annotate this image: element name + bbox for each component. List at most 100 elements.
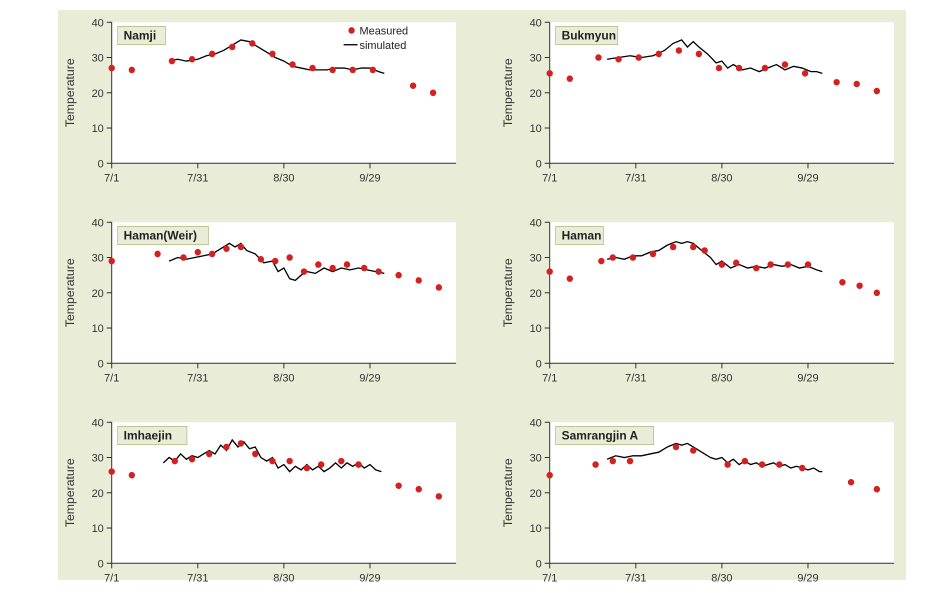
measured-marker <box>782 61 788 68</box>
x-tick-label: 9/29 <box>797 573 818 585</box>
measured-marker <box>249 40 255 47</box>
measured-marker <box>172 458 178 465</box>
figure-container: 0 10 20 30 40 7/1 7/31 8/30 9/29 Temperature Namji… <box>0 0 936 605</box>
chart-svg: 0102030407/17/318/309/29TemperatureNamji… <box>50 10 468 202</box>
measured-marker <box>848 479 854 486</box>
measured-marker <box>209 251 215 258</box>
measured-marker <box>129 67 135 74</box>
measured-marker <box>724 461 730 468</box>
x-tick-label: 9/29 <box>359 173 380 185</box>
y-tick-label: 40 <box>92 217 104 229</box>
measured-marker <box>301 268 307 275</box>
x-tick-label: 7/1 <box>542 173 557 185</box>
measured-marker <box>375 268 381 275</box>
chart-title: Haman <box>562 229 602 243</box>
measured-marker <box>252 451 258 458</box>
measured-marker <box>547 70 553 77</box>
measured-marker <box>701 247 707 254</box>
measured-marker <box>370 67 376 74</box>
y-tick-label: 0 <box>98 558 104 570</box>
measured-marker <box>329 265 335 272</box>
y-tick-label: 40 <box>530 217 542 229</box>
measured-marker <box>805 261 811 268</box>
measured-marker <box>753 265 759 272</box>
legend-simulated-label: simulated <box>360 40 407 52</box>
measured-marker <box>630 254 636 261</box>
measured-marker <box>109 258 115 265</box>
measured-marker <box>238 244 244 251</box>
y-tick-label: 0 <box>536 558 542 570</box>
x-tick-label: 8/30 <box>273 373 294 385</box>
y-tick-label: 20 <box>92 488 104 500</box>
measured-marker <box>627 458 633 465</box>
measured-marker <box>430 89 436 96</box>
y-tick-label: 10 <box>92 323 104 335</box>
measured-marker <box>395 483 401 490</box>
chart-title: Haman(Weir) <box>124 229 197 243</box>
chart-grid: 0 10 20 30 40 7/1 7/31 8/30 9/29 Temperature Namji… <box>50 10 906 595</box>
measured-marker <box>344 261 350 268</box>
measured-marker <box>309 65 315 72</box>
chart-title: Namji <box>124 28 157 42</box>
measured-marker <box>802 70 808 77</box>
x-tick-label: 7/1 <box>542 373 557 385</box>
y-axis-label: Temperature <box>63 258 77 327</box>
chart-cell: 0102030407/17/318/309/29TemperatureBukmy… <box>488 10 906 202</box>
measured-marker <box>874 486 880 493</box>
y-tick-label: 10 <box>530 323 542 335</box>
measured-marker <box>595 54 601 61</box>
measured-marker <box>650 251 656 258</box>
measured-marker <box>799 465 805 472</box>
x-tick-label: 7/1 <box>104 373 119 385</box>
measured-marker <box>395 272 401 279</box>
chart-title: Bukmyun <box>562 28 616 42</box>
measured-marker <box>598 258 604 265</box>
x-tick-label: 7/31 <box>625 173 646 185</box>
measured-marker <box>736 65 742 72</box>
measured-marker <box>785 261 791 268</box>
measured-marker <box>716 65 722 72</box>
y-tick-label: 20 <box>530 488 542 500</box>
legend-marker-icon <box>348 27 354 34</box>
measured-marker <box>286 254 292 261</box>
y-tick-label: 30 <box>530 52 542 64</box>
measured-marker <box>238 440 244 447</box>
measured-marker <box>286 458 292 465</box>
y-axis-label: Temperature <box>501 258 515 327</box>
measured-marker <box>547 268 553 275</box>
measured-marker <box>567 275 573 282</box>
y-tick-label: 40 <box>92 17 104 29</box>
y-axis-label: Temperature <box>63 458 77 527</box>
measured-marker <box>223 246 229 253</box>
chart-title: Samrangjin A <box>562 429 639 443</box>
y-tick-label: 0 <box>98 358 104 370</box>
y-tick-label: 10 <box>92 523 104 535</box>
measured-marker <box>361 265 367 272</box>
chart-svg: 0102030407/17/318/309/29TemperatureHaman… <box>50 210 468 402</box>
measured-marker <box>874 290 880 297</box>
measured-marker <box>169 58 175 65</box>
measured-marker <box>154 251 160 258</box>
y-tick-label: 20 <box>92 88 104 100</box>
y-axis-label: Temperature <box>501 458 515 527</box>
x-tick-label: 8/30 <box>711 373 732 385</box>
measured-marker <box>696 51 702 58</box>
measured-marker <box>206 451 212 458</box>
chart-svg: 0102030407/17/318/309/29TemperatureHaman <box>488 210 906 402</box>
y-tick-label: 40 <box>92 417 104 429</box>
chart-svg: 0102030407/17/318/309/29TemperatureImhae… <box>50 410 468 602</box>
measured-marker <box>223 444 229 451</box>
measured-marker <box>304 465 310 472</box>
y-tick-label: 30 <box>530 453 542 465</box>
measured-marker <box>610 458 616 465</box>
measured-marker <box>776 461 782 468</box>
measured-marker <box>762 65 768 72</box>
measured-marker <box>767 261 773 268</box>
y-tick-label: 20 <box>530 88 542 100</box>
y-tick-label: 10 <box>530 123 542 135</box>
chart-title: Imhaejin <box>124 429 172 443</box>
x-tick-label: 8/30 <box>711 573 732 585</box>
x-tick-label: 7/31 <box>625 373 646 385</box>
y-tick-label: 30 <box>530 253 542 265</box>
legend-measured-label: Measured <box>360 25 409 37</box>
